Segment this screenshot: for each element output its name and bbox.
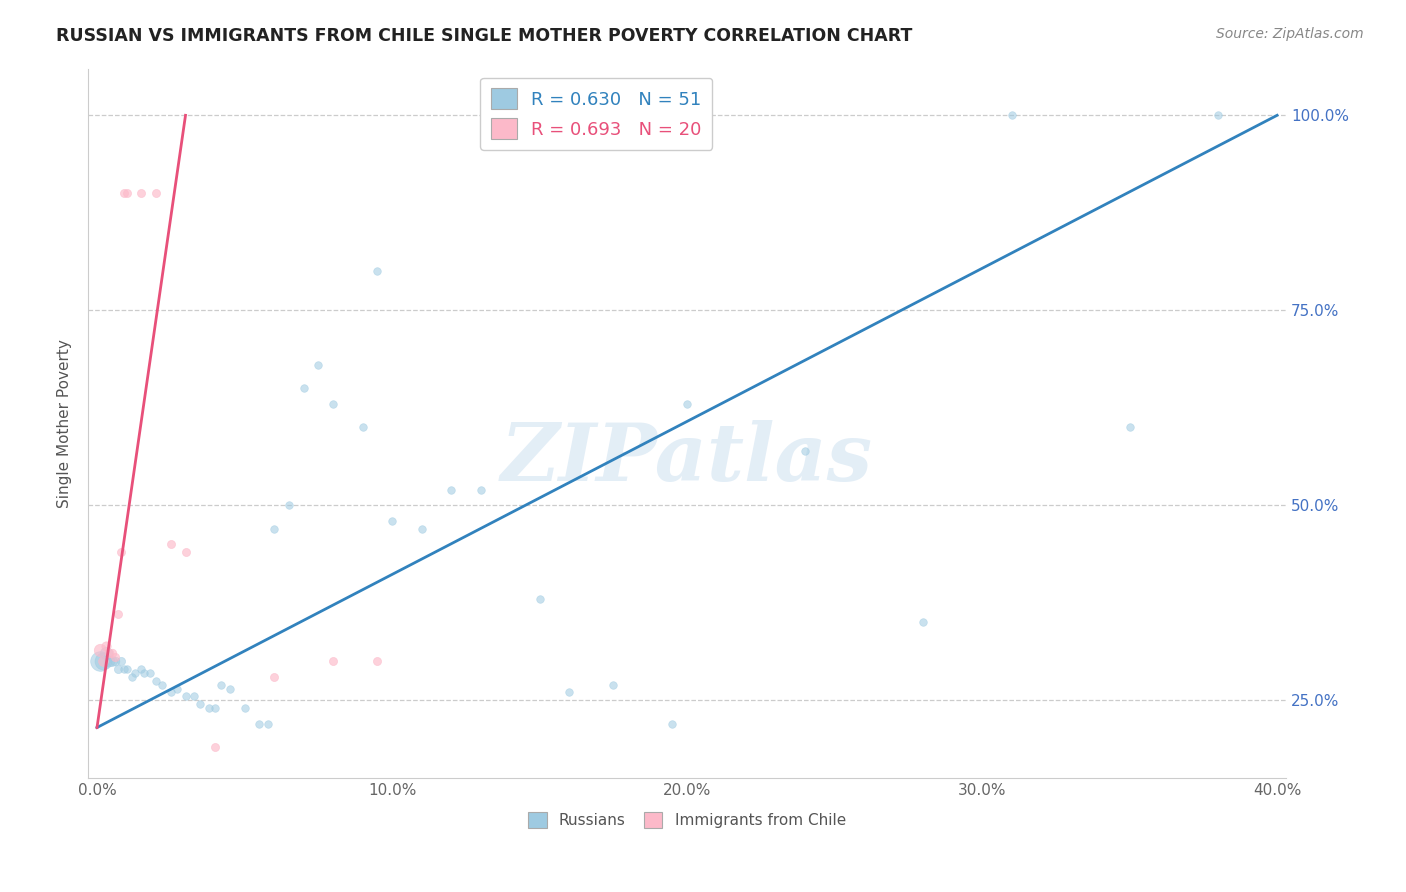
Point — [366, 654, 388, 668]
Point — [112, 186, 135, 201]
Point — [110, 545, 132, 559]
Point — [174, 690, 197, 704]
Point — [558, 685, 581, 699]
Point — [94, 639, 117, 653]
Point — [112, 662, 135, 676]
Point — [150, 678, 173, 692]
Point — [277, 498, 299, 512]
Point — [411, 522, 433, 536]
Point — [322, 397, 344, 411]
Point — [107, 607, 129, 622]
Point — [440, 483, 463, 497]
Point — [247, 716, 270, 731]
Point — [263, 670, 285, 684]
Point — [110, 654, 132, 668]
Point — [1206, 108, 1229, 122]
Point — [1000, 108, 1022, 122]
Point — [97, 647, 120, 661]
Point — [661, 716, 683, 731]
Point — [381, 514, 404, 528]
Point — [292, 381, 315, 395]
Point — [166, 681, 188, 696]
Point — [257, 716, 280, 731]
Point — [97, 654, 120, 668]
Point — [115, 662, 138, 676]
Point — [204, 701, 226, 715]
Point — [188, 697, 211, 711]
Point — [107, 662, 129, 676]
Point — [1118, 420, 1140, 434]
Point — [115, 186, 138, 201]
Point — [470, 483, 492, 497]
Point — [91, 654, 114, 668]
Point — [91, 654, 114, 668]
Point — [89, 642, 111, 657]
Point — [100, 647, 122, 661]
Point — [134, 665, 156, 680]
Legend: Russians, Immigrants from Chile: Russians, Immigrants from Chile — [522, 806, 852, 834]
Point — [104, 650, 127, 665]
Point — [124, 665, 146, 680]
Point — [121, 670, 143, 684]
Point — [89, 654, 111, 668]
Text: ZIPatlas: ZIPatlas — [501, 420, 873, 498]
Point — [602, 678, 624, 692]
Point — [209, 678, 232, 692]
Point — [104, 654, 127, 668]
Point — [676, 397, 699, 411]
Point — [233, 701, 256, 715]
Point — [129, 186, 152, 201]
Point — [366, 264, 388, 278]
Point — [129, 662, 152, 676]
Point — [94, 647, 117, 661]
Y-axis label: Single Mother Poverty: Single Mother Poverty — [58, 339, 72, 508]
Point — [794, 443, 817, 458]
Point — [352, 420, 374, 434]
Point — [529, 591, 551, 606]
Point — [204, 739, 226, 754]
Text: RUSSIAN VS IMMIGRANTS FROM CHILE SINGLE MOTHER POVERTY CORRELATION CHART: RUSSIAN VS IMMIGRANTS FROM CHILE SINGLE … — [56, 27, 912, 45]
Point — [233, 810, 256, 824]
Point — [198, 701, 221, 715]
Point — [307, 358, 329, 372]
Point — [159, 537, 181, 551]
Point — [218, 681, 240, 696]
Text: Source: ZipAtlas.com: Source: ZipAtlas.com — [1216, 27, 1364, 41]
Point — [159, 685, 181, 699]
Point — [139, 665, 162, 680]
Point — [174, 545, 197, 559]
Point — [145, 186, 167, 201]
Point — [912, 615, 935, 630]
Point — [322, 654, 344, 668]
Point — [263, 522, 285, 536]
Point — [425, 779, 447, 793]
Point — [183, 690, 205, 704]
Point — [100, 654, 122, 668]
Point — [145, 673, 167, 688]
